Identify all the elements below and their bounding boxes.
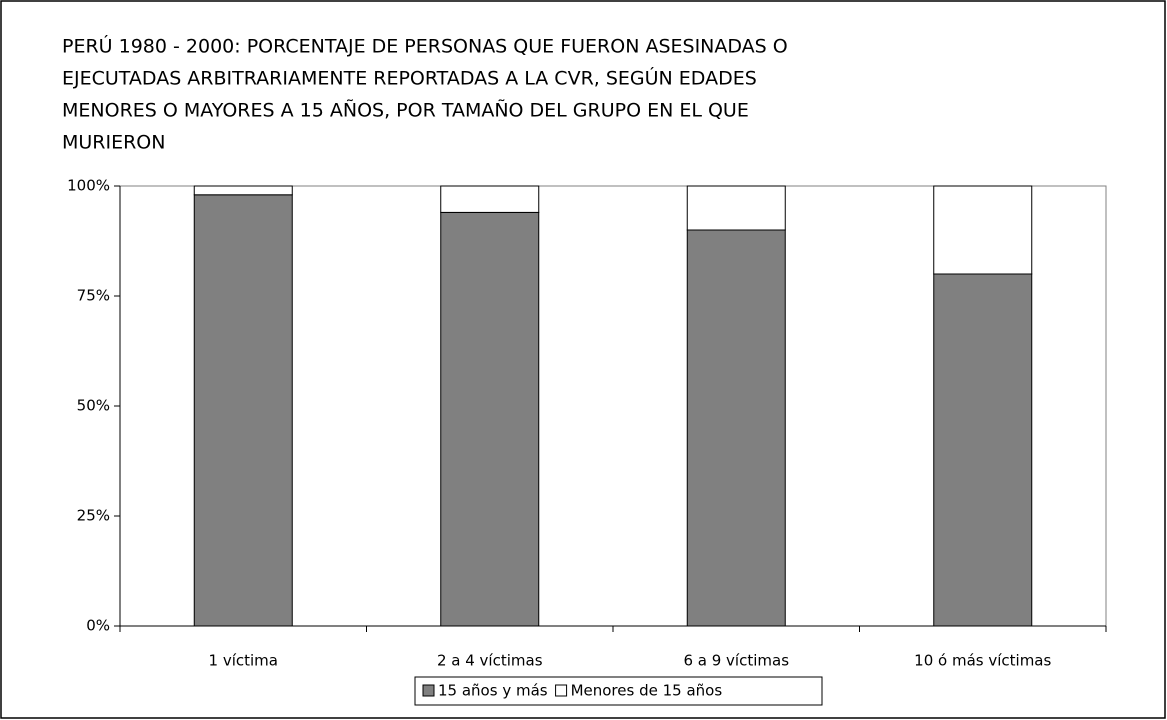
y-tick-label: 75% <box>77 287 110 305</box>
bar-segment <box>440 185 540 213</box>
y-tick-label: 100% <box>67 177 110 195</box>
legend-box <box>414 676 823 706</box>
legend-label: Menores de 15 años <box>571 682 723 700</box>
bar-segment <box>193 185 293 196</box>
bar-segment <box>440 211 540 627</box>
chart-title: EJECUTADAS ARBITRARIAMENTE REPORTADAS A … <box>62 66 757 90</box>
legend-label: 15 años y más <box>438 682 548 700</box>
bar-segment <box>933 185 1033 275</box>
y-tick-label: 25% <box>77 507 110 525</box>
bar-segment <box>686 185 786 231</box>
bar-segment <box>933 273 1033 627</box>
bar-segment <box>686 229 786 627</box>
bar-segment <box>193 194 293 627</box>
x-tick-label: 6 a 9 víctimas <box>683 652 789 670</box>
y-tick-label: 0% <box>86 617 110 635</box>
chart-title: MENORES O MAYORES A 15 AÑOS, POR TAMAÑO … <box>62 99 749 122</box>
chart-title: PERÚ 1980 - 2000: PORCENTAJE DE PERSONAS… <box>62 34 788 58</box>
legend-swatch <box>555 684 568 697</box>
x-tick-label: 1 víctima <box>209 652 278 670</box>
x-tick-label: 2 a 4 víctimas <box>437 652 543 670</box>
chart-title: MURIERON <box>62 132 165 154</box>
y-tick-label: 50% <box>77 397 110 415</box>
x-tick-label: 10 ó más víctimas <box>914 652 1051 670</box>
legend-swatch <box>422 684 435 697</box>
